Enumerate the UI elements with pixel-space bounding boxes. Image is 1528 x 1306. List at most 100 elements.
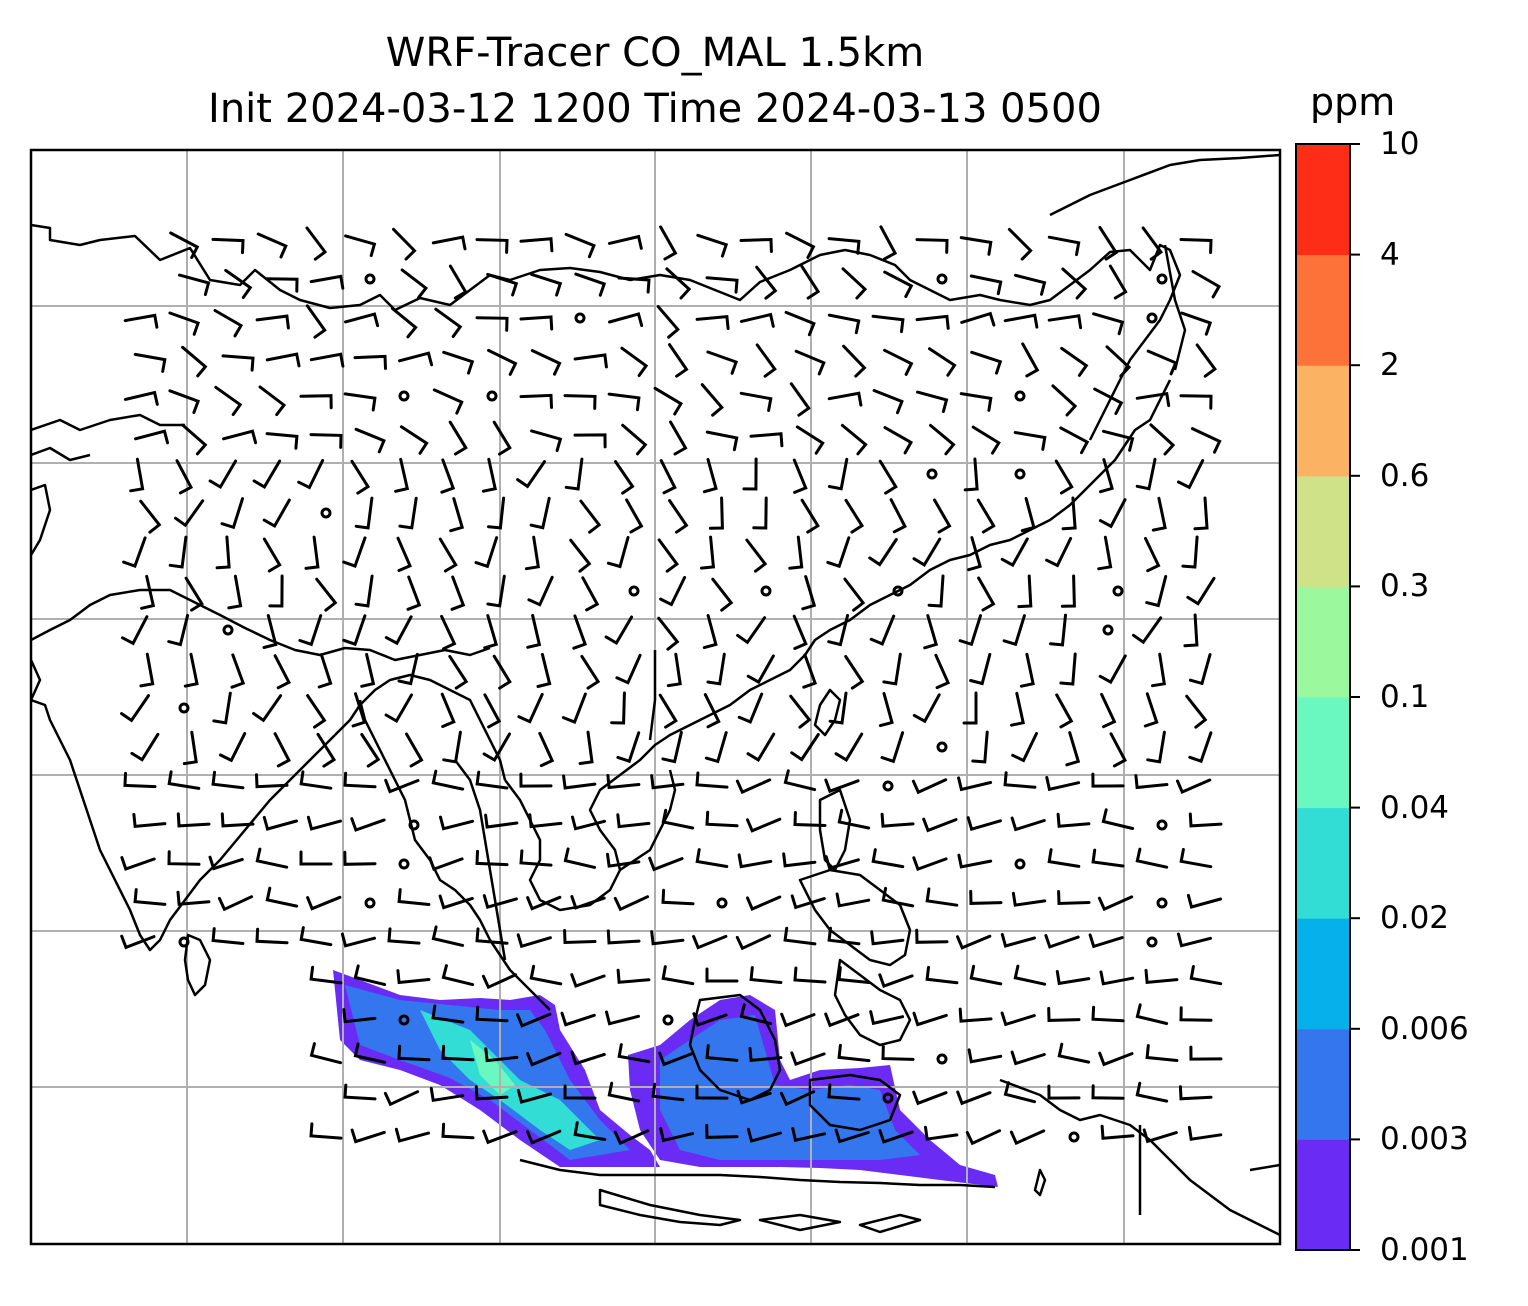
wind-barb bbox=[739, 237, 773, 253]
wind-barb bbox=[526, 1129, 562, 1145]
wind-barb bbox=[837, 1043, 871, 1063]
wind-barb bbox=[167, 770, 201, 790]
wind-barb bbox=[1055, 970, 1091, 986]
wind-barb bbox=[538, 731, 555, 768]
wind-barb bbox=[615, 653, 642, 685]
wind-barb bbox=[746, 732, 776, 762]
wind-barb bbox=[265, 432, 299, 450]
wind-barb bbox=[573, 433, 607, 449]
wind-barb bbox=[661, 888, 695, 906]
wind-barb bbox=[605, 1010, 640, 1026]
wind-barb bbox=[700, 383, 724, 417]
wind-barb bbox=[835, 892, 871, 908]
wind-barb bbox=[1176, 778, 1212, 794]
calm-wind-circle bbox=[486, 390, 498, 402]
calm-wind-circle bbox=[1112, 585, 1124, 597]
wind-barb bbox=[1179, 394, 1213, 410]
wind-barb bbox=[658, 1051, 694, 1067]
wind-barb bbox=[1060, 574, 1076, 608]
wind-barb bbox=[1109, 732, 1128, 768]
wind-barb bbox=[735, 778, 772, 795]
map-frame bbox=[29, 148, 1282, 1246]
wind-barb bbox=[482, 732, 511, 763]
wind-barb bbox=[431, 769, 465, 791]
colorbar-tick-label: 4 bbox=[1380, 236, 1400, 273]
wind-barb bbox=[129, 457, 145, 493]
wind-barb bbox=[881, 1045, 915, 1061]
wind-barb bbox=[837, 808, 871, 830]
wind-barb bbox=[956, 1090, 992, 1106]
wind-barb bbox=[1195, 343, 1217, 378]
wind-barb bbox=[475, 849, 509, 867]
wind-barb bbox=[1014, 273, 1047, 296]
wind-barb bbox=[394, 1127, 430, 1143]
wind-barb bbox=[299, 770, 333, 790]
wind-barb bbox=[790, 1051, 826, 1067]
wind-barb bbox=[168, 311, 201, 336]
wind-barb bbox=[656, 305, 680, 339]
wind-barb bbox=[746, 1127, 782, 1143]
wind-barb bbox=[736, 616, 767, 645]
wind-barb bbox=[1177, 459, 1205, 490]
wind-barb bbox=[695, 848, 729, 868]
wind-barb bbox=[706, 350, 739, 375]
wind-barb bbox=[1003, 1081, 1036, 1104]
wind-barb bbox=[915, 314, 950, 330]
wind-barb bbox=[571, 815, 606, 831]
wind-barb bbox=[969, 964, 1003, 986]
wind-barb bbox=[1151, 496, 1167, 532]
wind-barb bbox=[530, 429, 563, 453]
wind-barb bbox=[1010, 1050, 1046, 1066]
wind-barb bbox=[802, 653, 818, 689]
wind-barb bbox=[397, 652, 419, 686]
wind-barb bbox=[1135, 1081, 1169, 1103]
wind-barb bbox=[613, 895, 650, 912]
wind-barb bbox=[167, 850, 201, 866]
wind-barb bbox=[827, 237, 861, 255]
wind-barb bbox=[182, 730, 198, 766]
wind-barb bbox=[440, 458, 456, 494]
wind-barb bbox=[343, 1083, 377, 1101]
wind-barb bbox=[870, 930, 905, 946]
wind-barb bbox=[273, 732, 291, 768]
wind-barb bbox=[696, 233, 729, 258]
wind-barb bbox=[1002, 614, 1026, 647]
wind-barb bbox=[748, 1046, 783, 1063]
wind-barb bbox=[1144, 968, 1179, 985]
wind-barb bbox=[1151, 652, 1167, 688]
wind-barb bbox=[397, 1044, 431, 1062]
wind-barb bbox=[262, 537, 282, 573]
wind-barb bbox=[737, 853, 773, 869]
wind-barb bbox=[1102, 429, 1135, 452]
wind-barb bbox=[384, 693, 413, 724]
wind-barb bbox=[735, 934, 772, 951]
wind-barb bbox=[828, 691, 848, 725]
wind-barb bbox=[484, 1047, 519, 1063]
colorbar bbox=[1295, 143, 1360, 1251]
wind-barb bbox=[519, 237, 554, 253]
wind-barb bbox=[708, 496, 724, 530]
wind-barb bbox=[492, 654, 512, 690]
wind-barb bbox=[396, 536, 412, 572]
wind-barb bbox=[304, 535, 320, 570]
wind-barb bbox=[1057, 890, 1091, 906]
wind-barb bbox=[800, 264, 821, 300]
colorbar-tick-label: 10 bbox=[1380, 126, 1420, 162]
wind-barb bbox=[793, 966, 827, 984]
wind-barb bbox=[343, 850, 377, 866]
wind-barb bbox=[268, 574, 284, 608]
wind-barb bbox=[440, 614, 457, 651]
wind-barb bbox=[516, 460, 546, 489]
wind-barb bbox=[448, 654, 469, 690]
wind-barb bbox=[1189, 1045, 1223, 1061]
wind-barb bbox=[130, 732, 160, 762]
wind-barb bbox=[869, 614, 896, 646]
wind-barb bbox=[933, 498, 952, 534]
wind-barb bbox=[668, 343, 689, 378]
wind-barb bbox=[429, 1086, 465, 1103]
wind-barb bbox=[350, 1128, 386, 1144]
wind-barb bbox=[1061, 496, 1077, 531]
wind-barb bbox=[1056, 812, 1091, 828]
wind-barb bbox=[927, 574, 945, 608]
wind-barb bbox=[343, 392, 377, 412]
